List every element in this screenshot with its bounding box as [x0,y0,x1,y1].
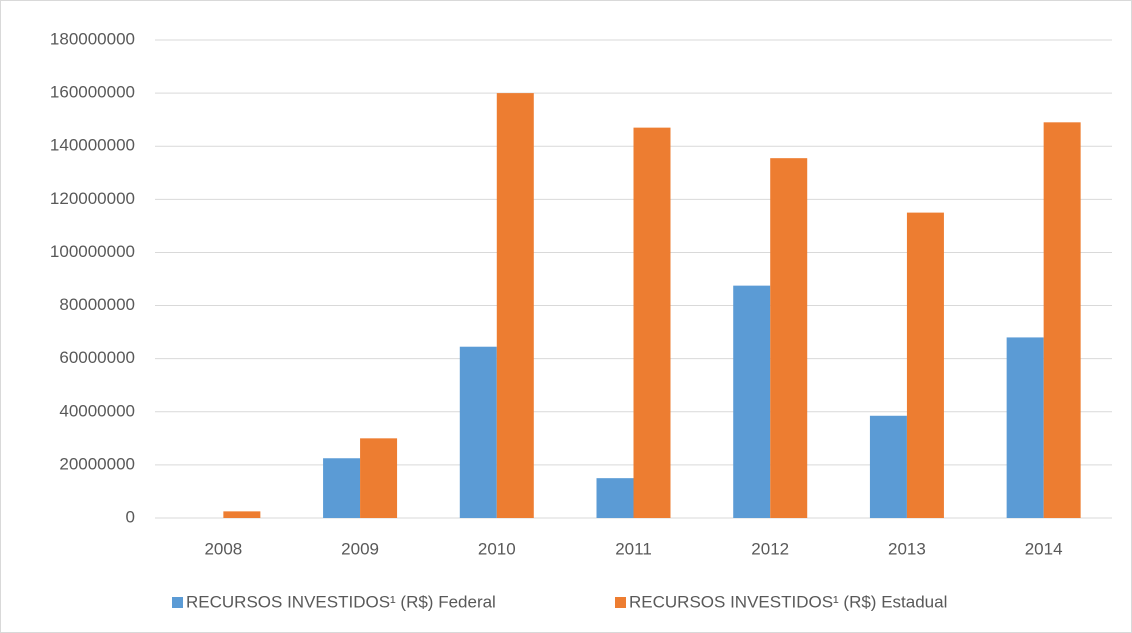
y-tick-label: 160000000 [50,83,135,102]
x-tick-label: 2012 [751,539,789,558]
bar [733,285,771,518]
y-tick-label: 140000000 [50,136,135,155]
y-tick-label: 180000000 [50,29,135,48]
bar [459,346,497,518]
legend-label: RECURSOS INVESTIDOS¹ (R$) Estadual [629,592,947,611]
bar [323,458,361,518]
bar [906,212,944,518]
x-tick-label: 2011 [615,539,652,558]
y-tick-label: 120000000 [50,189,135,208]
bar [596,478,634,518]
y-tick-label: 80000000 [59,295,135,314]
bar [869,415,907,518]
y-tick-label: 60000000 [59,348,135,367]
x-tick-label: 2009 [341,539,379,558]
bar [633,127,671,518]
x-tick-label: 2010 [478,539,516,558]
y-tick-label: 40000000 [59,401,135,420]
bar [496,93,534,518]
legend-label: RECURSOS INVESTIDOS¹ (R$) Federal [186,592,496,611]
bar [223,511,261,518]
bar [360,438,398,518]
y-tick-label: 0 [126,507,135,526]
y-tick-label: 20000000 [59,454,135,473]
bar [1043,122,1081,519]
legend-swatch [172,597,183,608]
bar [770,158,808,518]
x-tick-label: 2014 [1025,539,1063,558]
x-tick-label: 2008 [204,539,242,558]
x-tick-label: 2013 [888,539,926,558]
bar [1006,337,1044,518]
legend-swatch [615,597,626,608]
y-tick-label: 100000000 [50,242,135,261]
